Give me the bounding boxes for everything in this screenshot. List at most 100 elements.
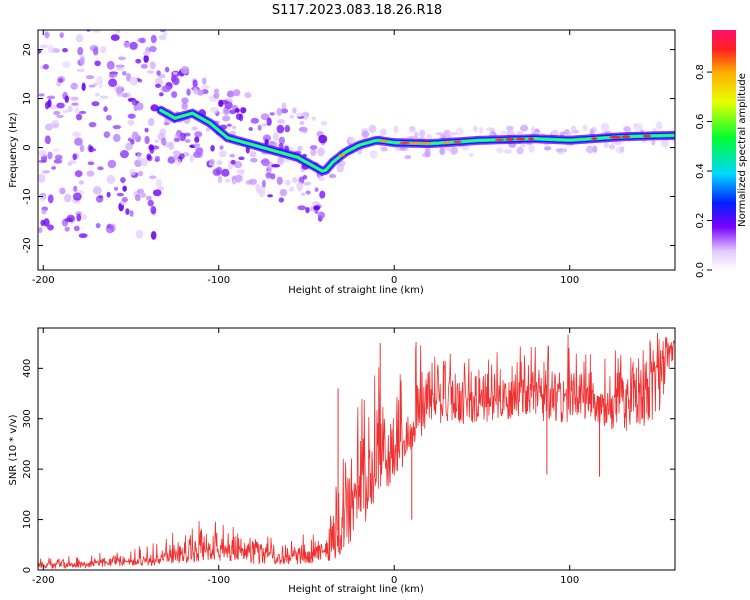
spectrogram-cell <box>54 154 63 160</box>
spectrogram-cell <box>92 82 99 86</box>
spectrogram-cell <box>229 109 237 115</box>
spectrogram-cell <box>301 192 306 197</box>
spectrogram-cell <box>164 66 170 73</box>
spectrogram-cell <box>128 8 134 15</box>
spectrogram-cell <box>414 132 420 138</box>
spectrogram-cell <box>303 181 312 186</box>
spectrogram-cell <box>122 185 127 192</box>
spectrogram-cell <box>238 113 244 122</box>
spectrogram-cell <box>172 150 181 156</box>
spectrogram-cell <box>154 77 164 86</box>
spectrogram-cell <box>279 188 288 197</box>
spectrogram-cell <box>79 19 87 23</box>
y-tick-label: 100 <box>22 510 33 529</box>
spectrogram-cell <box>100 46 107 54</box>
spectrogram-cell <box>192 151 202 158</box>
spectrogram-cell <box>159 30 167 33</box>
spectrogram-cell <box>301 111 309 121</box>
spectrogram-cell <box>224 101 233 110</box>
spectrogram-cell <box>110 34 120 41</box>
spectrogram-cell <box>163 122 170 126</box>
spectrogram-cell <box>328 173 337 179</box>
spectrogram-cell <box>280 108 289 114</box>
spectrogram-x-ticks: -200 -100 0 100 <box>32 30 579 286</box>
spectrogram-cell <box>51 166 57 170</box>
spectrogram-cell <box>310 149 317 157</box>
spectrogram-cell <box>94 92 100 97</box>
spectrogram-cell <box>114 187 119 191</box>
snr-y-ticks: 0 100 200 300 400 <box>22 359 675 573</box>
spectrogram-cell <box>234 107 240 113</box>
spectrogram-cell <box>79 56 85 66</box>
spectrogram-cell <box>47 44 54 54</box>
spectrogram-cell <box>320 120 328 126</box>
spectrogram-cell <box>91 101 100 107</box>
spectrogram-cell <box>208 159 215 165</box>
spectrogram-cell <box>146 153 152 160</box>
x-tick-label: -200 <box>32 575 55 586</box>
spectrogram-cell <box>520 143 527 148</box>
spectrogram-cell <box>269 112 275 116</box>
spectrogram-cell <box>226 123 232 127</box>
spectrogram-peak-cell <box>338 153 345 157</box>
spectrogram-cell <box>610 141 615 150</box>
spectrogram-cell <box>144 135 150 145</box>
spectrogram-cell <box>455 127 464 136</box>
x-tick-label: 0 <box>391 575 397 586</box>
spectrogram-cell <box>105 0 112 1</box>
spectrogram-cell <box>426 133 432 141</box>
spectrogram-x-label: Height of straight line (km) <box>288 285 424 296</box>
spectrogram-cell <box>424 148 431 158</box>
spectrogram-cell <box>591 126 598 133</box>
spectrogram-cell <box>147 118 155 127</box>
spectrogram-cell <box>265 172 272 179</box>
spectrogram-cell <box>143 54 149 63</box>
spectrogram-cell <box>116 192 124 197</box>
spectrogram-cell <box>129 76 138 86</box>
spectrogram-cell <box>162 3 169 10</box>
spectrogram-cell <box>62 61 71 69</box>
spectrogram-cell <box>317 211 325 219</box>
spectrogram-cell <box>317 147 325 157</box>
spectrogram-cell <box>128 168 136 176</box>
spectrogram-cell <box>59 187 66 195</box>
spectrogram-cell <box>380 146 388 152</box>
spectrogram-cell <box>121 196 128 203</box>
spectrogram-cell <box>592 145 598 153</box>
spectrogram-cell <box>213 88 220 95</box>
spectrogram-cell <box>47 99 52 108</box>
spectrogram-cell <box>38 93 45 97</box>
spectrogram-cell <box>192 87 198 95</box>
spectrogram-cell <box>181 102 188 110</box>
spectrogram-cell <box>45 16 51 21</box>
spectrogram-cell <box>651 139 656 146</box>
spectrogram-cell <box>71 102 79 106</box>
snr-x-ticks: -200 -100 0 100 <box>32 328 579 586</box>
spectrogram-cell <box>175 158 182 166</box>
spectrogram-cell <box>45 2 53 9</box>
spectrogram-peak-cell <box>505 138 515 141</box>
spectrogram-cell <box>520 124 529 132</box>
colorbar: 0.0 0.2 0.4 0.6 0.8 Normalized spectral ampl… <box>695 30 748 278</box>
x-tick-label: -200 <box>32 275 55 286</box>
spectrogram-cell <box>119 14 126 20</box>
spectrogram-cell <box>291 176 298 184</box>
spectrogram-cell <box>155 83 162 88</box>
spectrogram-cell <box>53 110 61 116</box>
spectrogram-cell <box>80 213 88 221</box>
y-tick-label: 200 <box>22 460 33 479</box>
spectrogram-cell <box>77 46 84 56</box>
spectrogram-cell <box>85 75 95 80</box>
spectrogram-cell <box>194 131 203 138</box>
spectrogram-cell <box>67 105 73 112</box>
spectrogram-cell <box>319 190 326 199</box>
spectrogram-cell <box>197 89 204 96</box>
spectrogram-cell <box>115 30 121 34</box>
colorbar-tick-label: 0.6 <box>695 114 706 130</box>
spectrogram-cell <box>103 131 111 139</box>
spectrogram-cell <box>615 146 624 154</box>
spectrogram-cell <box>361 130 370 138</box>
spectrogram-cell <box>98 80 103 89</box>
spectrogram-cell <box>70 13 79 19</box>
colorbar-tick-label: 0.2 <box>695 213 706 229</box>
